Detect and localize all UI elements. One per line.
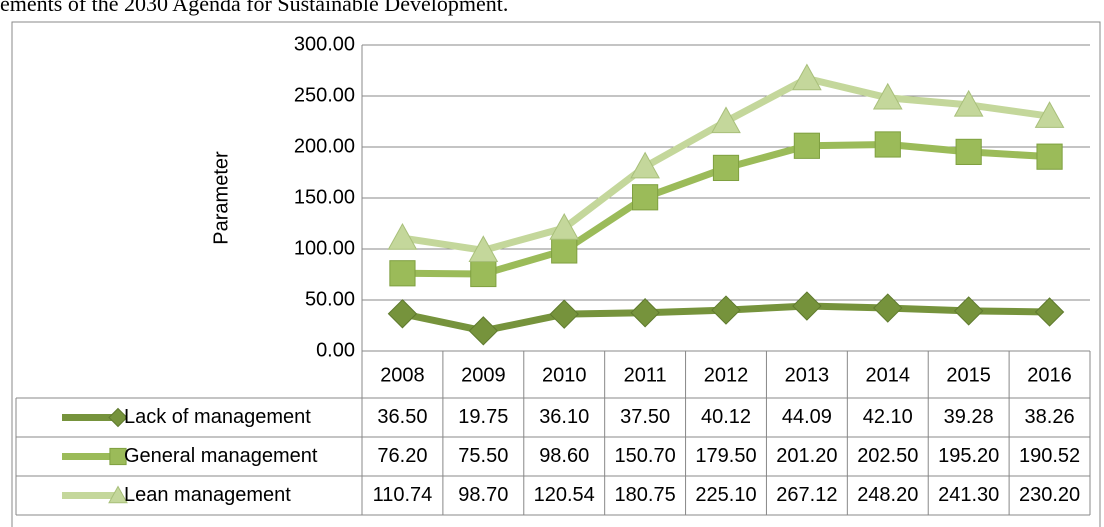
legend-marker: [108, 407, 128, 428]
marker: [873, 293, 903, 323]
y-tick-label: 50.00: [305, 288, 355, 310]
x-tick-label: 2015: [946, 364, 991, 386]
table-value: 39.28: [944, 406, 994, 428]
table-value: 110.74: [373, 484, 433, 506]
table-value: 241.30: [938, 484, 999, 506]
table-value: 76.20: [377, 445, 427, 467]
marker: [630, 151, 660, 179]
table-value: 248.20: [857, 484, 918, 506]
marker: [387, 299, 418, 329]
marker: [712, 154, 740, 182]
table-value: 37.50: [620, 406, 670, 428]
marker: [468, 235, 499, 263]
table-value: 98.70: [458, 484, 508, 506]
table-value: 75.50: [458, 445, 508, 467]
legend-marker: [109, 447, 127, 466]
table-value: 42.10: [863, 406, 913, 428]
y-tick-label: 0.00: [316, 339, 355, 361]
table-value: 44.09: [782, 406, 832, 428]
marker: [387, 223, 418, 250]
table-value: 201.20: [776, 445, 837, 467]
table-value: 36.10: [539, 406, 589, 428]
marker: [630, 298, 660, 328]
marker: [872, 82, 903, 110]
y-tick-label: 150.00: [294, 186, 355, 208]
marker: [1034, 297, 1065, 327]
legend-label: Lean management: [124, 484, 291, 506]
marker: [711, 106, 741, 134]
table-value: 150.70: [615, 445, 676, 467]
table-value: 267.12: [776, 484, 837, 506]
y-axis-title: Parameter: [210, 151, 232, 245]
table-value: 38.26: [1025, 406, 1075, 428]
marker: [955, 138, 982, 165]
x-tick-label: 2008: [380, 364, 425, 386]
y-tick-label: 300.00: [294, 33, 355, 55]
x-tick-label: 2010: [542, 364, 587, 386]
y-tick-label: 200.00: [294, 135, 355, 157]
legend-marker: [108, 485, 128, 504]
marker: [549, 213, 580, 240]
marker: [1036, 143, 1063, 170]
marker: [468, 316, 499, 346]
x-tick-label: 2011: [624, 364, 667, 386]
marker: [551, 237, 578, 264]
marker: [792, 291, 822, 321]
table-value: 230.20: [1019, 484, 1080, 506]
chart-border: [11, 21, 1101, 527]
marker: [632, 184, 659, 211]
marker: [953, 89, 984, 117]
x-tick-label: 2013: [785, 364, 830, 386]
legend-label: Lack of management: [124, 406, 311, 428]
x-tick-label: 2014: [866, 364, 911, 386]
marker: [711, 295, 741, 325]
table-value: 120.54: [534, 484, 595, 506]
caption: ements of the 2030 Agenda for Sustainabl…: [0, 0, 508, 16]
table-value: 40.12: [701, 406, 751, 428]
marker: [793, 132, 820, 159]
legend-label: General management: [124, 445, 318, 467]
y-tick-label: 100.00: [294, 237, 355, 259]
table-value: 36.50: [377, 406, 427, 428]
marker: [389, 260, 416, 287]
table-value: 180.75: [615, 484, 676, 506]
y-tick-label: 250.00: [294, 84, 355, 106]
marker: [874, 131, 901, 158]
marker: [1034, 101, 1065, 128]
table-value: 190.52: [1019, 445, 1080, 467]
marker: [792, 63, 822, 91]
table-value: 19.75: [458, 406, 508, 428]
table-value: 98.60: [539, 445, 589, 467]
table-value: 202.50: [857, 445, 918, 467]
marker: [953, 296, 984, 326]
table-value: 225.10: [695, 484, 756, 506]
x-tick-label: 2009: [461, 364, 506, 386]
x-tick-label: 2012: [704, 364, 749, 386]
x-tick-label: 2016: [1027, 364, 1072, 386]
marker: [470, 260, 497, 288]
marker: [549, 299, 579, 329]
table-value: 195.20: [938, 445, 999, 467]
table-value: 179.50: [695, 445, 756, 467]
